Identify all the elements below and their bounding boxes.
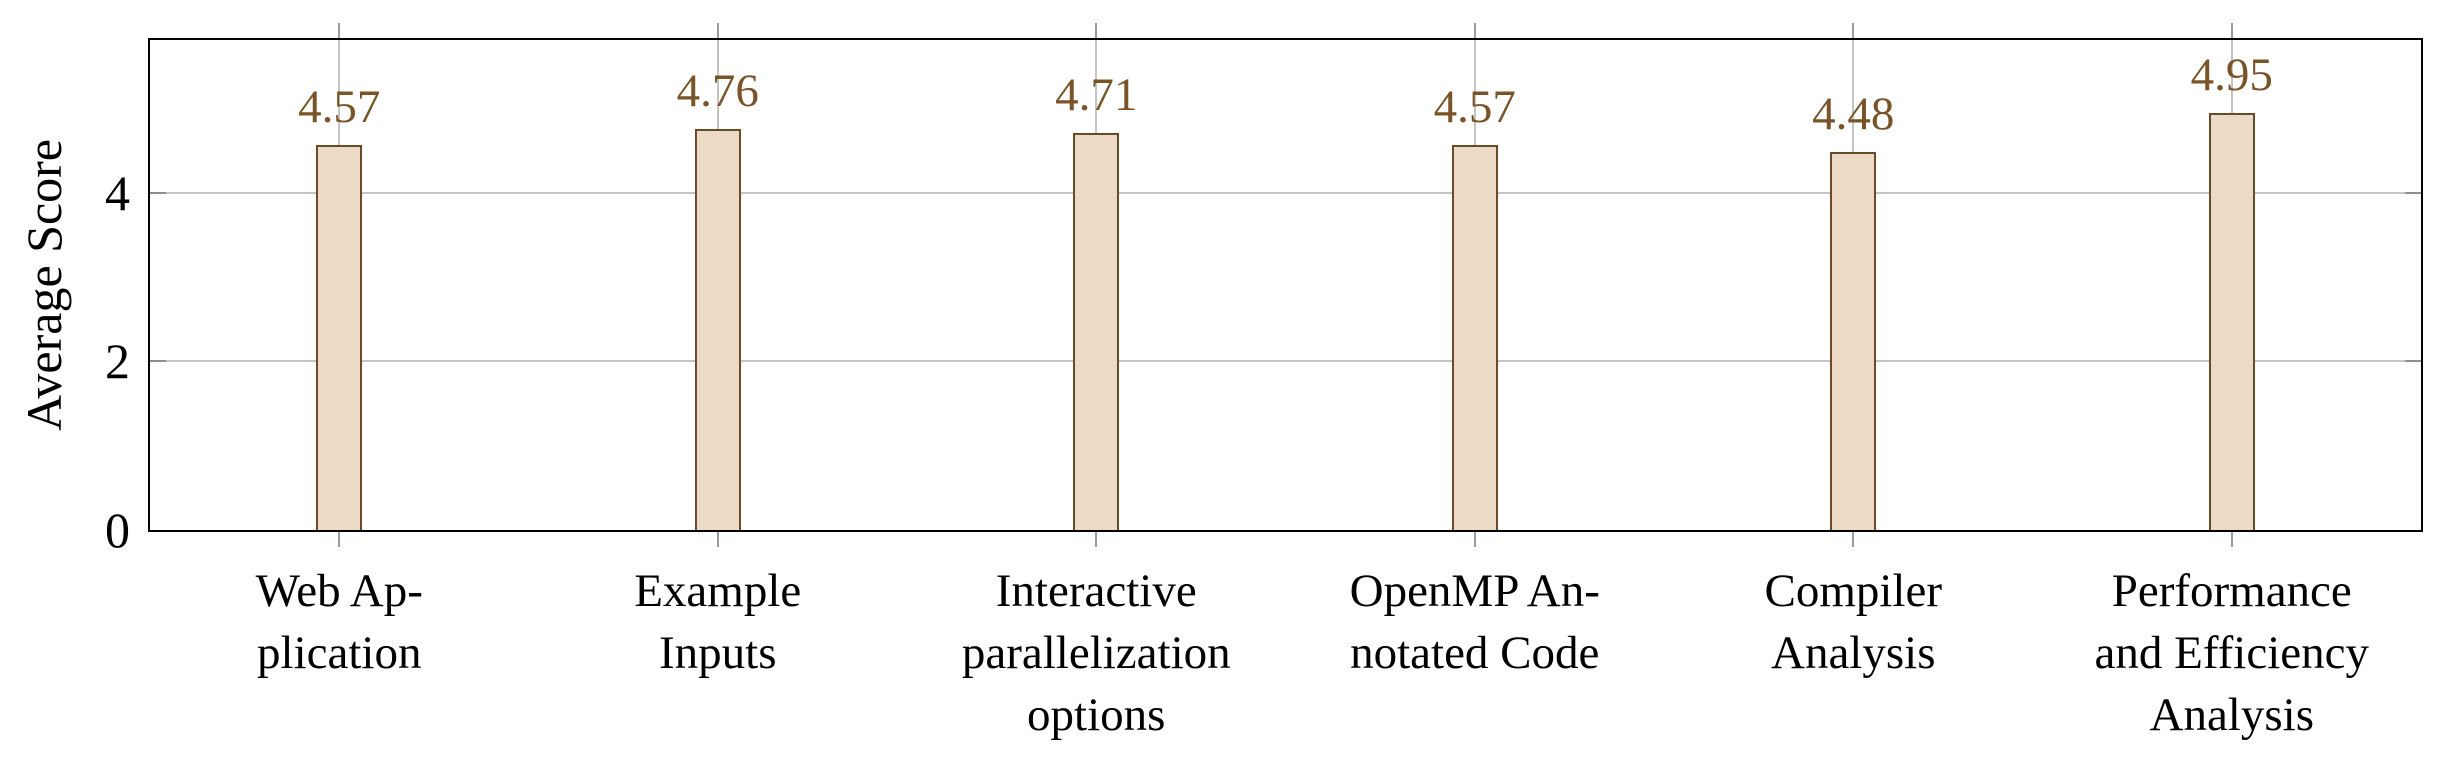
x-category-label-line: parallelization bbox=[961, 627, 1231, 679]
x-tick-mark-top bbox=[338, 23, 341, 38]
x-tick-mark-top bbox=[2230, 23, 2233, 38]
x-tick-mark-top bbox=[1852, 23, 1855, 38]
x-tick-mark-bottom bbox=[1852, 532, 1855, 547]
x-tick-mark-bottom bbox=[1473, 532, 1476, 547]
bar-value-label: 4.57 bbox=[298, 80, 381, 133]
x-tick-mark-top bbox=[1473, 23, 1476, 38]
y-tick-mark-left bbox=[150, 191, 166, 194]
bar-value-label: 4.57 bbox=[1433, 80, 1516, 133]
bar-value-label: 4.76 bbox=[676, 64, 759, 117]
x-category-label-line: plication bbox=[257, 627, 422, 679]
x-category-label: OpenMP An-notated Code bbox=[1255, 560, 1695, 684]
x-tick-mark-bottom bbox=[2230, 532, 2233, 547]
x-category-label-line: Interactive bbox=[995, 565, 1197, 617]
x-category-label: Web Ap-plication bbox=[119, 560, 559, 684]
x-category-label: Performance and Efficiency Analysis bbox=[2012, 560, 2452, 746]
bar bbox=[694, 128, 741, 530]
x-category-label-line: Inputs bbox=[659, 627, 777, 679]
x-tick-mark-bottom bbox=[1095, 532, 1098, 547]
y-tick-label: 4 bbox=[105, 164, 130, 221]
x-category-label-line: Performance bbox=[2111, 565, 2352, 617]
bar-value-label: 4.71 bbox=[1055, 68, 1138, 121]
y-gridline bbox=[150, 191, 2421, 194]
x-category-label-line: Analysis bbox=[1771, 627, 1936, 679]
bar-value-label: 4.48 bbox=[1812, 88, 1895, 141]
x-category-label-line: Web Ap- bbox=[255, 565, 423, 617]
bar-value-label: 4.95 bbox=[2190, 48, 2273, 101]
x-category-label: Compiler Analysis bbox=[1633, 560, 2073, 684]
y-tick-mark-right bbox=[2405, 360, 2421, 363]
x-category-label-line: and Efficiency bbox=[2094, 627, 2369, 679]
bar bbox=[316, 144, 363, 530]
bar bbox=[1451, 144, 1498, 530]
x-category-label: Example Inputs bbox=[498, 560, 938, 684]
bar bbox=[1830, 152, 1877, 530]
x-category-label-line: OpenMP An- bbox=[1349, 565, 1600, 617]
y-gridline bbox=[150, 360, 2421, 363]
y-tick-mark-left bbox=[150, 360, 166, 363]
plot-area: 4.57 4.76 4.71 4.57 4.48 4.95 bbox=[148, 23, 2423, 547]
x-tick-mark-top bbox=[716, 23, 719, 38]
x-category-label-line: options bbox=[1027, 689, 1166, 741]
y-tick-mark-right bbox=[2405, 191, 2421, 194]
y-tick-label: 0 bbox=[105, 502, 130, 558]
x-category-label-line: Analysis bbox=[2149, 689, 2315, 741]
x-tick-mark-bottom bbox=[716, 532, 719, 547]
y-tick-label: 2 bbox=[105, 333, 130, 390]
x-category-label-line: Compiler bbox=[1764, 565, 1943, 617]
x-category-label-line: notated Code bbox=[1350, 627, 1600, 679]
bar bbox=[2208, 112, 2255, 530]
bar bbox=[1073, 132, 1120, 530]
x-category-label: Interactive parallelization options bbox=[876, 560, 1316, 746]
x-tick-mark-top bbox=[1095, 23, 1098, 38]
x-category-label-line: Example bbox=[634, 565, 802, 617]
x-tick-mark-bottom bbox=[338, 532, 341, 547]
